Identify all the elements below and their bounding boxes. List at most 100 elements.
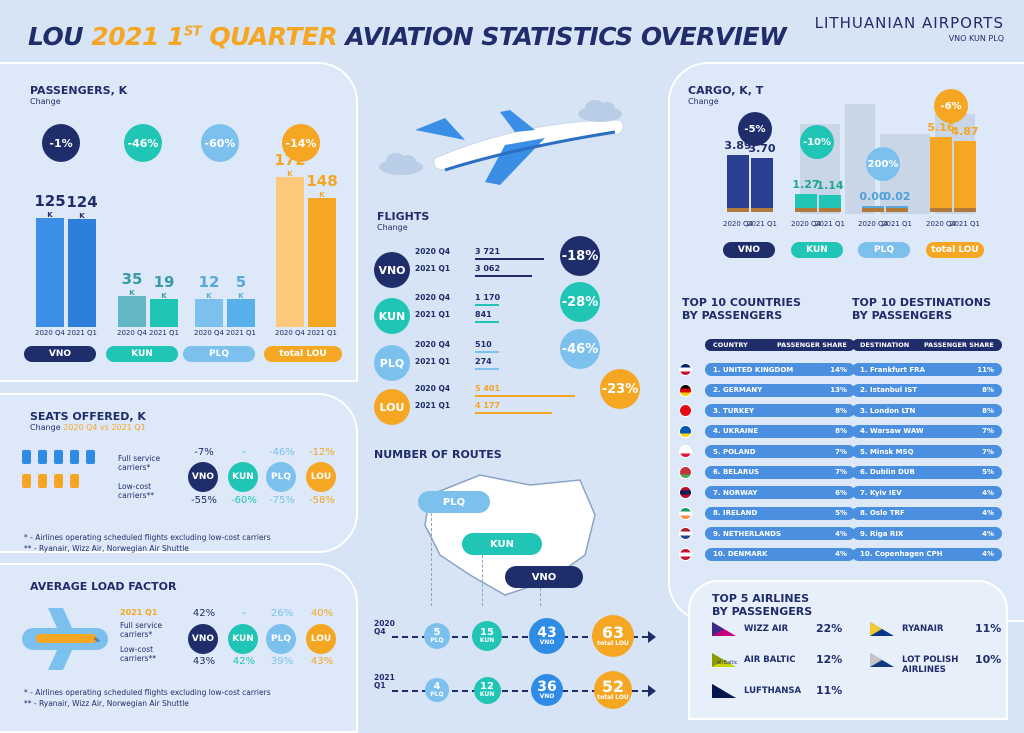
load-grid: 42% VNO 43% - KUN 42% 26% PLQ 39% 40% LOU 43% (0, 0, 360, 728)
seats-low-value: -60% (231, 495, 257, 506)
bar-value: 12 K (198, 273, 220, 301)
table-row: 9. NETHERLANDS 4% (705, 527, 855, 540)
tick-label: 2020 Q4 (193, 329, 224, 337)
airport-badge: PLQ (266, 462, 296, 492)
flight-line (475, 321, 499, 323)
airport-badge: LOU (374, 389, 410, 425)
bar-value: 19 K (153, 273, 175, 301)
airline-share: 11% (975, 622, 1002, 635)
flight-line (475, 258, 544, 260)
table-row: 2. Istanbul IST 8% (852, 383, 1002, 397)
cargo-bar (819, 195, 841, 212)
tick-label: 2020 Q4 (926, 220, 957, 228)
cargo-chart: -5% 3.89 2020 Q4 3.70 2021 Q1 VNO -10% 1.27 2020… (0, 0, 1024, 270)
load-note-1: * - Airlines operating scheduled flights… (24, 688, 271, 697)
flag-icon (679, 363, 692, 376)
table-row: 5. POLAND 7% (705, 445, 855, 458)
routes-title: NUMBER OF ROUTES (374, 448, 502, 461)
tick-label: 2021 Q1 (415, 264, 451, 273)
change-badge: 200% (866, 147, 900, 181)
table-row: 7. Kyiv IEV 4% (852, 486, 1002, 499)
change-badge: -18% (560, 236, 600, 276)
tick-label: 2020 Q4 (723, 220, 754, 228)
cargo-bar (751, 158, 773, 212)
flight-value: 841 (475, 310, 492, 319)
flight-value: 3 062 (475, 264, 501, 273)
tick-label: 2021 Q1 (415, 310, 451, 319)
tick-label: 2020 Q4 (791, 220, 822, 228)
flight-value: 1 170 (475, 293, 501, 302)
table-row: 6. Dublin DUB 5% (852, 465, 1002, 479)
airport-badge: VNO (374, 252, 410, 288)
load-full-value: 42% (192, 608, 216, 619)
seats-full-value: - (242, 447, 246, 458)
table-row: 3. London LTN 8% (852, 404, 1002, 417)
tick-label: 2021 Q1 (882, 220, 913, 228)
table-row: 3. TURKEY 8% (705, 404, 855, 417)
airline-name: AIR BALTIC (744, 655, 796, 665)
airline-name: LOT POLISH AIRLINES (902, 655, 959, 675)
flag-icon (679, 527, 692, 540)
airline-share: 22% (816, 622, 843, 635)
airport-logo: LITHUANIAN AIRPORTS VNO KUN PLQ (814, 14, 1004, 43)
route-map-plq: PLQ (418, 491, 490, 513)
airplane-icon (415, 110, 624, 185)
seats-title: SEATS OFFERED, K (30, 410, 146, 423)
airline-name: WIZZ AIR (744, 624, 789, 634)
tick-label: 2021 Q1 (148, 329, 179, 337)
change-badge: -23% (600, 369, 640, 409)
connector-line (540, 588, 541, 606)
load-low-value: 43% (192, 656, 216, 667)
destinations-title-2: BY PASSENGERS (852, 309, 953, 322)
seats-grid: -7% VNO -55% - KUN -60% -46% PLQ -75% -12% LOU -58% (0, 0, 360, 560)
passengers-bar (308, 197, 336, 327)
page-title: LOU 2021 1ST QUARTER AVIATION STATISTICS… (28, 22, 787, 51)
airline-share: 12% (816, 653, 843, 666)
cargo-bar (862, 206, 884, 212)
group-label: PLQ (858, 242, 910, 258)
table-header: COUNTRY PASSENGER SHARE (705, 339, 855, 351)
route-count: 15 KUN (472, 621, 502, 651)
change-badge: -10% (800, 125, 834, 159)
airline-logo (710, 682, 738, 700)
tick-label: 2021 Q1 (66, 329, 97, 337)
table-row: 7. NORWAY 6% (705, 486, 855, 499)
group-label: total LOU (926, 242, 984, 258)
cloud-icon (379, 153, 423, 175)
load-low-label: Low-cost carriers** (120, 645, 156, 663)
seats-low-value: -55% (191, 495, 217, 506)
seats-full-label: Full service carriers* (118, 454, 161, 472)
group-label: VNO (723, 242, 775, 258)
route-count: 4 PLQ (425, 678, 449, 702)
airline-name: LUFTHANSA (744, 686, 802, 696)
passengers-bar (227, 299, 255, 327)
load-low-value: 43% (310, 656, 334, 667)
airport-badge: KUN (228, 624, 258, 654)
tick-label: 2021 Q1 (950, 220, 981, 228)
route-count: 52 total LOU (594, 671, 632, 709)
flight-line (475, 368, 499, 370)
passengers-title: PASSENGERS, K (30, 84, 128, 97)
load-period: 2021 Q1 (120, 608, 158, 617)
table-row: 2. GERMANY 13% (705, 383, 855, 397)
bar-value: 3.89 (724, 139, 752, 153)
load-full-value: 26% (270, 608, 294, 619)
cargo-title: CARGO, K, T (688, 84, 764, 97)
flag-icon (679, 547, 692, 561)
load-low-value: 42% (232, 656, 256, 667)
seats-low-value: -58% (309, 495, 335, 506)
route-count: 12 KUN (473, 676, 501, 704)
cargo-bar (930, 137, 952, 212)
flight-value: 274 (475, 357, 492, 366)
table-row: 6. BELARUS 7% (705, 465, 855, 479)
table-row: 5. Minsk MSQ 7% (852, 445, 1002, 458)
flight-value: 5 401 (475, 384, 501, 393)
routes-line (392, 690, 648, 692)
table-row: 8. IRELAND 5% (705, 506, 855, 520)
tick-label: 2020 Q4 (34, 329, 65, 337)
svg-text:%: % (94, 637, 100, 644)
airport-badge: PLQ (374, 345, 410, 381)
table-row: 1. Frankfurt FRA 11% (852, 363, 1002, 376)
seats-full-value: -7% (194, 447, 214, 458)
